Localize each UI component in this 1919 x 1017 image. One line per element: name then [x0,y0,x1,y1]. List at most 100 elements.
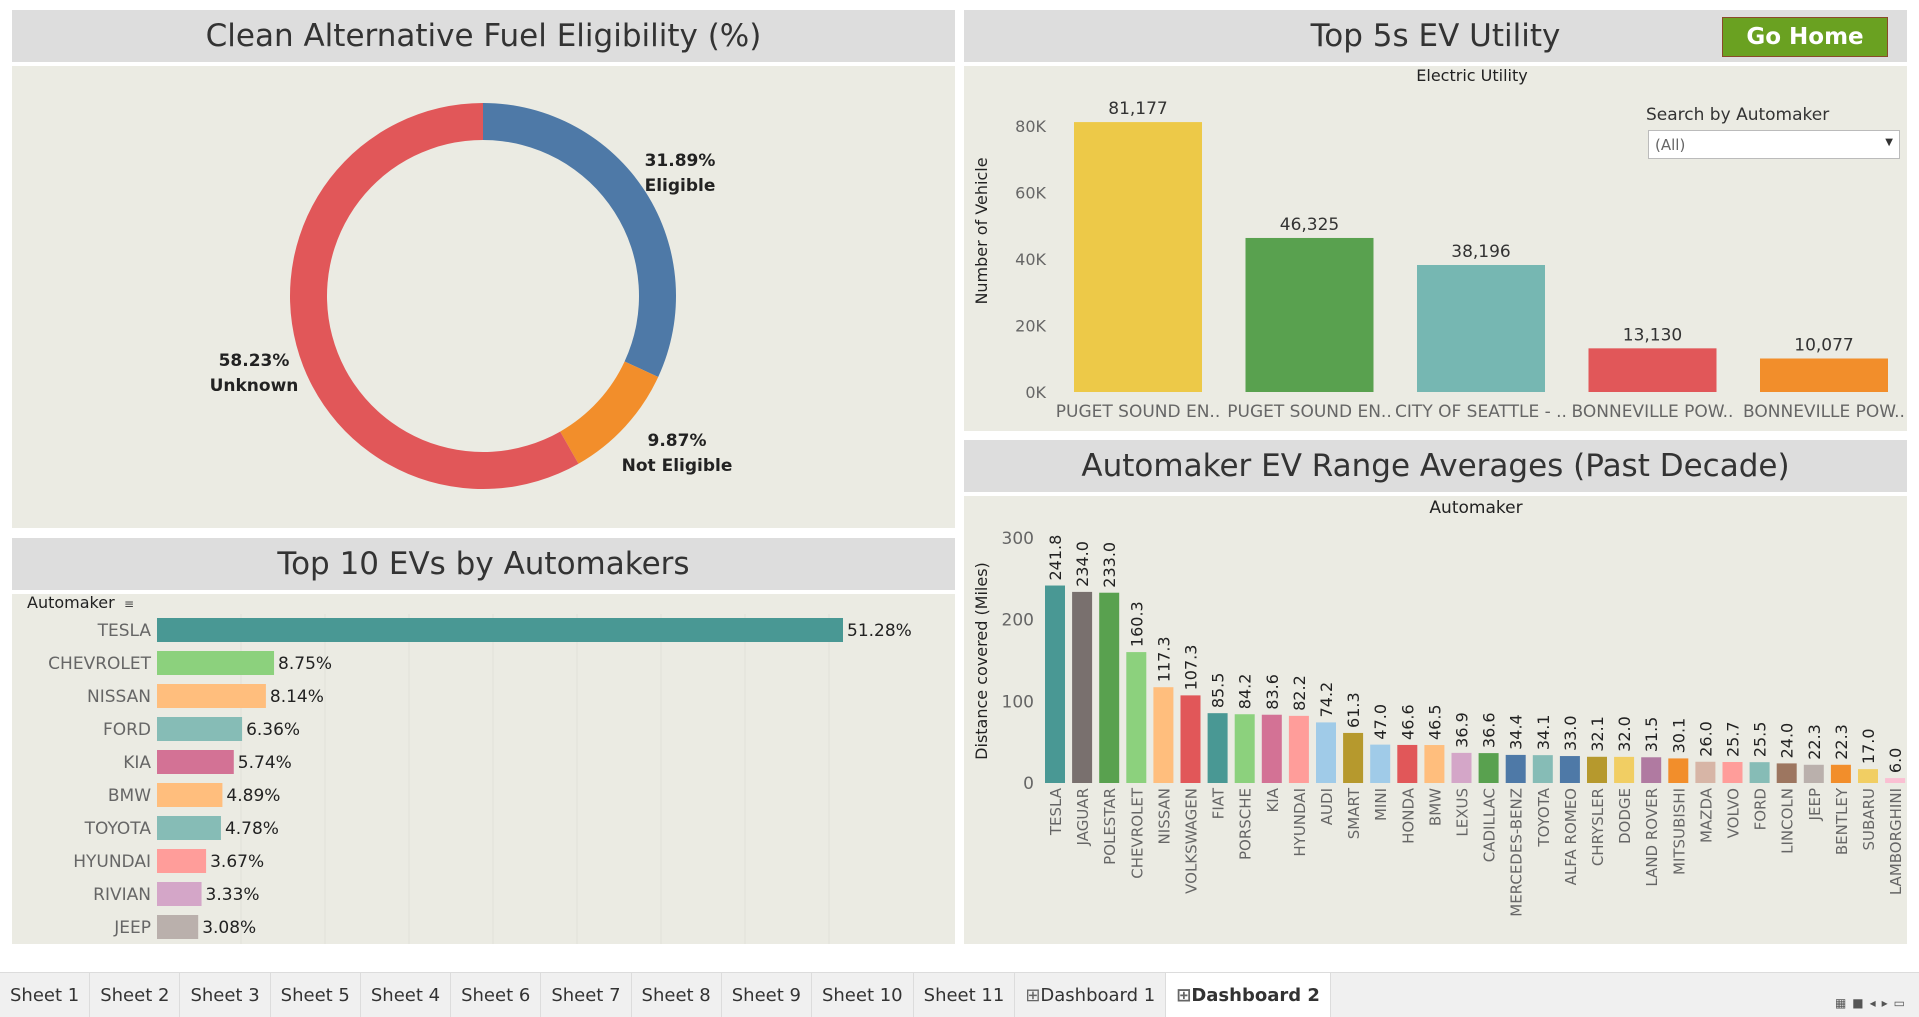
tab-dashboard-2[interactable]: ⊞ Dashboard 2 [1166,973,1331,1017]
utility-bar-category-label: CITY OF SEATTLE - .. [1395,402,1567,422]
slice-percent-label: 9.87% [648,431,707,451]
tab-sheet-2[interactable]: Sheet 2 [90,973,181,1017]
range-bar-value-label: 34.4 [1507,714,1526,750]
range-bar-value-label: 107.3 [1182,645,1201,691]
tab-sheet-1[interactable]: Sheet 1 [0,973,91,1017]
range-bar [1099,592,1120,783]
range-bar-value-label: 25.5 [1751,722,1770,758]
range-bar [1587,756,1607,783]
range-averages-panel: Automaker 300 200 100 0 Distance covered (Mil… [964,496,1907,944]
range-bar [1288,715,1309,783]
tab-sheet-5[interactable]: Sheet 5 [271,973,361,1017]
range-bar-value-label: 36.9 [1453,712,1472,748]
automaker-share-bar [157,651,275,675]
automaker-label: CHEVROLET [48,654,151,674]
tab-sheet-11[interactable]: Sheet 11 [914,973,1016,1017]
range-bar-value-label: 22.3 [1832,724,1851,760]
tab-sheet-7[interactable]: Sheet 7 [541,973,632,1017]
range-bar-value-label: 46.5 [1425,704,1444,740]
range-bar [1424,745,1445,783]
range-bar [1234,714,1255,783]
tab-label: Sheet 7 [551,984,621,1006]
slice-name-label: Unknown [210,376,299,396]
automaker-share-value: 3.08% [202,918,256,938]
tab-label: Sheet 10 [821,984,903,1006]
automaker-share-value: 6.36% [246,720,300,740]
range-bar-value-label: 117.3 [1154,636,1173,682]
tab-sheet-4[interactable]: Sheet 4 [361,973,452,1017]
range-bar-value-label: 47.0 [1371,704,1390,740]
dashboard-icon: ⊞ [1025,984,1041,1006]
slice-name-label: Eligible [645,176,716,196]
range-bar-category-label: LINCOLN [1779,788,1797,854]
range-bar-value-label: 24.0 [1778,723,1797,759]
search-by-automaker-select[interactable]: (All) ▼ [1648,130,1900,159]
automaker-share-bar [157,684,266,708]
sheet-tab-bar: Sheet 1 Sheet 2 Sheet 3 Sheet 5 Sheet 4 Sheet… [0,972,1919,1017]
search-by-automaker-value: (All) [1655,135,1686,154]
range-bar [1207,713,1228,783]
range-bar-value-label: 26.0 [1696,721,1715,757]
utility-bar [1245,237,1374,392]
y-tick-label: 80K [1015,117,1046,136]
range-bar-category-label: LAND ROVER [1643,788,1661,887]
tab-sheet-9[interactable]: Sheet 9 [722,973,812,1017]
range-bar [1261,714,1282,783]
fuel-eligibility-panel: 31.89% Eligible 9.87% Not Eligible 58.23% Unk… [12,66,955,528]
range-bar [1126,652,1147,783]
range-bar-category-label: JAGUAR [1074,788,1092,846]
tab-label: Sheet 4 [370,984,441,1006]
top10-title: Top 10 EVs by Automakers [12,538,955,590]
y-axis-label: Number of Vehicle [972,157,991,304]
y-tick-label: 40K [1015,250,1046,269]
range-bar-value-label: 241.8 [1046,535,1065,581]
automaker-label: FORD [103,720,151,740]
range-bar [1505,754,1526,783]
range-bar [1532,755,1553,783]
range-bar [1749,762,1770,783]
range-bar [1072,591,1093,783]
range-bar [1668,758,1689,783]
utility-bar [1588,348,1717,392]
range-bar-value-label: 46.6 [1398,704,1417,740]
range-bar [1641,757,1662,783]
utility-bar-value-label: 10,077 [1794,335,1853,355]
tab-label: Sheet 1 [10,984,80,1006]
range-bar-category-label: POLESTAR [1101,788,1119,865]
automaker-share-bar [157,849,207,873]
dashboard-icon: ⊞ [1176,984,1192,1006]
range-bar-value-label: 160.3 [1127,601,1146,647]
go-home-button[interactable]: Go Home [1722,17,1888,57]
range-bar-value-label: 32.1 [1588,716,1607,752]
utility-bar [1760,358,1888,392]
tab-sheet-8[interactable]: Sheet 8 [632,973,722,1017]
chevron-down-icon: ▼ [1885,137,1893,148]
range-bar-value-label: 82.2 [1290,675,1309,711]
range-bar-category-label: FIAT [1210,787,1228,819]
range-bar-value-label: 84.2 [1236,674,1255,710]
range-bar [1559,756,1580,783]
automaker-label: HYUNDAI [73,852,151,872]
y-tick-label: 0K [1025,383,1046,402]
range-bar-category-label: MINI [1372,788,1390,821]
utility-bar-category-label: PUGET SOUND EN.. [1227,402,1392,422]
tab-dashboard-1[interactable]: ⊞ Dashboard 1 [1015,973,1167,1017]
utility-bar-category-label: BONNEVILLE POW.. [1572,402,1734,422]
automaker-label: KIA [123,753,151,773]
range-bar [1614,756,1635,783]
tab-sheet-6[interactable]: Sheet 6 [451,973,542,1017]
tab-sheet-3[interactable]: Sheet 3 [180,973,271,1017]
y-tick-label: 200 [1002,611,1034,631]
range-bar [1153,687,1174,783]
range-bar [1776,763,1797,783]
automaker-label: TOYOTA [84,819,152,839]
chart-title-electric-utility: Electric Utility [1416,66,1527,85]
range-bar-value-label: 234.0 [1073,541,1092,587]
range-bar-value-label: 36.6 [1480,712,1499,748]
automaker-share-value: 5.74% [238,753,292,773]
tab-sheet-10[interactable]: Sheet 10 [812,973,914,1017]
fuel-eligibility-title: Clean Alternative Fuel Eligibility (%) [12,10,955,62]
range-bar [1722,762,1743,783]
tab-label: Sheet 2 [100,984,170,1006]
tab-label: Dashboard 1 [1040,984,1156,1006]
